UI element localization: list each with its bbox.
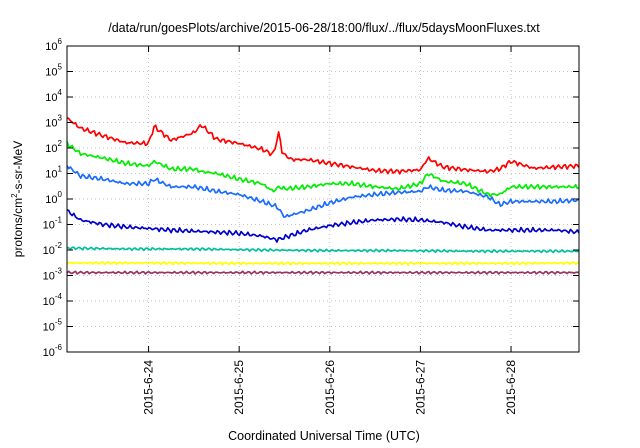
y-tick-label: 10-6 — [43, 343, 63, 359]
y-tick-label-exponent: -1 — [55, 216, 63, 225]
y-tick-label: 10-5 — [43, 318, 63, 334]
series-line-4 — [66, 209, 580, 243]
y-axis-label-suffix: -s-sr-MeV — [11, 141, 25, 194]
series-line-3 — [66, 165, 580, 218]
y-tick-label-exponent: -5 — [55, 318, 63, 327]
y-tick-label-base: 10 — [45, 118, 57, 130]
y-tick-label-base: 10 — [45, 92, 57, 104]
y-tick-label: 101 — [45, 165, 62, 181]
y-tick-label-base: 10 — [43, 322, 55, 334]
y-ticks: 10-610-510-410-310-210-11001011021031041… — [43, 37, 579, 359]
y-axis-label-superscript: 2 — [10, 193, 19, 198]
y-tick-label-base: 10 — [43, 271, 55, 283]
y-tick-label-exponent: -3 — [55, 267, 63, 276]
y-axis-label: protons/cm2-s-sr-MeV — [10, 141, 25, 257]
y-tick-label: 106 — [45, 37, 62, 53]
y-tick-label: 10-2 — [43, 241, 63, 257]
series-line-7 — [66, 270, 580, 275]
series-line-2 — [66, 141, 580, 198]
y-tick-label-exponent: 4 — [58, 88, 63, 97]
y-tick-label-exponent: 3 — [58, 114, 63, 123]
x-tick-label: 2015-6-28 — [504, 360, 518, 415]
y-tick-label-base: 10 — [45, 67, 57, 79]
series-group — [66, 117, 580, 275]
series-line-6 — [66, 261, 580, 266]
grid — [67, 46, 579, 352]
x-tick-label: 2015-6-25 — [232, 360, 246, 415]
x-axis-label: Coordinated Universal Time (UTC) — [228, 429, 420, 443]
y-tick-label-exponent: -6 — [55, 343, 63, 352]
series-line-5 — [66, 246, 580, 254]
x-ticks: 2015-6-24 2015-6-25 2015-6-26 2015-6-27 2015… — [142, 46, 518, 415]
y-tick-label-exponent: -4 — [55, 292, 63, 301]
y-tick-label-base: 10 — [45, 143, 57, 155]
x-tick-label: 2015-6-27 — [413, 360, 427, 415]
y-tick-label: 105 — [45, 63, 62, 79]
y-tick-label: 104 — [45, 88, 62, 104]
y-tick-label-base: 10 — [43, 296, 55, 308]
y-tick-label-base: 10 — [45, 169, 57, 181]
y-tick-label-exponent: 6 — [58, 37, 63, 46]
x-tick-label: 2015-6-24 — [142, 360, 156, 415]
y-tick-label: 103 — [45, 114, 62, 130]
y-tick-label-exponent: 2 — [58, 139, 63, 148]
y-tick-label: 10-4 — [43, 292, 63, 308]
y-tick-label: 10-1 — [43, 216, 63, 232]
y-tick-label: 102 — [45, 139, 62, 155]
y-tick-label-base: 10 — [43, 220, 55, 232]
y-tick-label-exponent: 0 — [58, 190, 63, 199]
y-tick-label-base: 10 — [45, 41, 57, 53]
y-tick-label-base: 10 — [43, 347, 55, 359]
y-tick-label-base: 10 — [43, 245, 55, 257]
y-tick-label-exponent: 5 — [58, 63, 63, 72]
y-tick-label-base: 10 — [45, 194, 57, 206]
y-tick-label-exponent: 1 — [58, 165, 63, 174]
y-axis-label-prefix: protons/cm — [11, 198, 25, 257]
y-tick-label: 100 — [45, 190, 62, 206]
y-tick-label-exponent: -2 — [55, 241, 63, 250]
series-line-1 — [66, 117, 580, 175]
y-tick-label: 10-3 — [43, 267, 63, 283]
x-tick-label: 2015-6-26 — [323, 360, 337, 415]
chart-title: /data/run/goesPlots/archive/2015-06-28/1… — [108, 21, 540, 35]
